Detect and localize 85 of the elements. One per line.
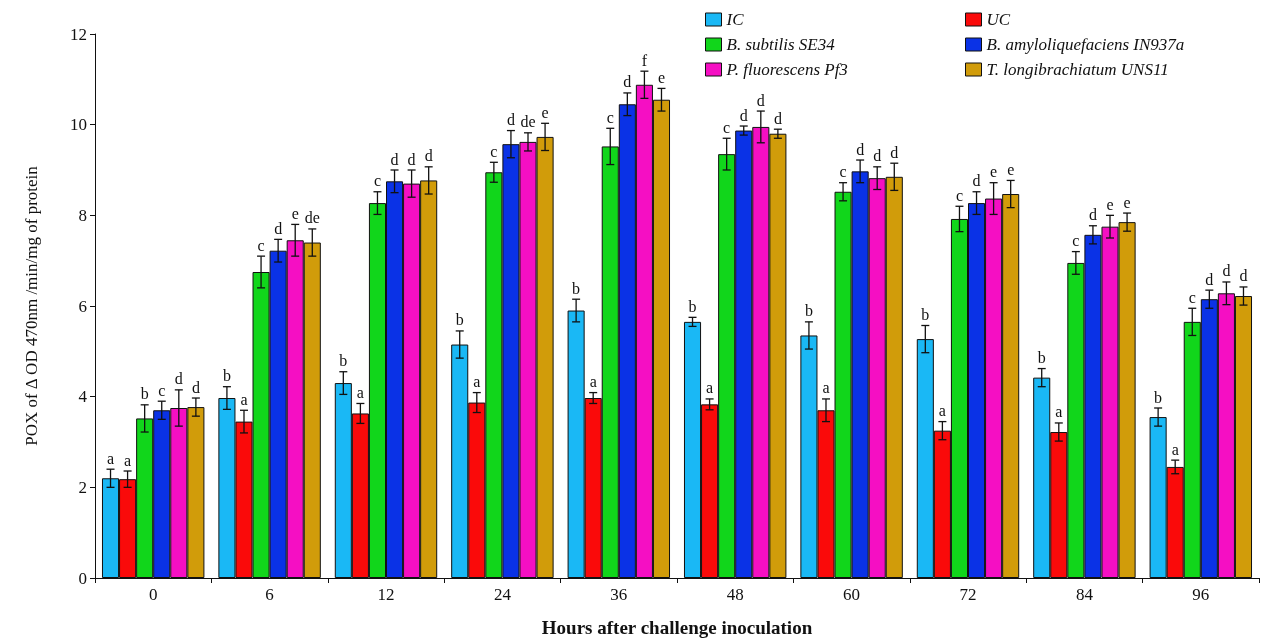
data-label: d [756, 91, 765, 109]
legend-label: B. subtilis SE34 [726, 35, 836, 54]
y-tick-label: 2 [78, 477, 87, 497]
data-label: b [804, 302, 813, 320]
data-label: b [1037, 349, 1046, 367]
data-label: a [706, 379, 714, 397]
x-tick-label: 84 [1075, 585, 1094, 604]
data-label: e [1106, 195, 1114, 213]
data-label: d [407, 150, 416, 168]
data-label: a [938, 402, 946, 420]
data-label: d [174, 370, 183, 388]
data-label: e [1007, 160, 1015, 178]
legend-label: T. longibrachiatum UNS11 [986, 60, 1169, 79]
data-label: d [390, 150, 399, 168]
data-label: d [1088, 206, 1097, 224]
data-label: d [873, 147, 882, 165]
data-label: d [424, 147, 433, 165]
data-label: c [955, 186, 964, 204]
data-label: e [657, 68, 666, 86]
data-label: c [257, 236, 265, 254]
data-label: d [274, 219, 283, 237]
data-label: a [356, 383, 364, 401]
legend-label: P. fluorescens Pf3 [725, 60, 848, 79]
x-tick-label: 72 [959, 585, 977, 604]
data-label: b [688, 297, 697, 315]
x-tick-label: 12 [377, 585, 395, 604]
data-label: de [304, 209, 320, 227]
data-label: c [373, 172, 382, 190]
data-label: b [921, 305, 930, 323]
data-label: a [822, 379, 830, 397]
data-label: d [1205, 270, 1214, 288]
data-label: f [641, 51, 648, 69]
data-label: de [520, 113, 536, 131]
data-label: a [589, 373, 597, 391]
data-label: e [990, 163, 998, 181]
data-label: d [623, 73, 632, 91]
y-tick-label: 10 [70, 115, 87, 135]
x-tick-label: 96 [1192, 585, 1210, 604]
data-label: b [222, 367, 231, 385]
legend-label: UC [986, 10, 1011, 29]
data-label: d [972, 172, 981, 190]
data-label: e [291, 204, 299, 222]
x-tick-label: 36 [610, 585, 628, 604]
data-label: a [1171, 440, 1179, 458]
x-tick-label: 6 [265, 585, 274, 604]
x-axis-title: Hours after challenge inoculation [541, 617, 813, 638]
data-label: c [1188, 288, 1196, 306]
data-label: b [572, 279, 581, 297]
data-label: c [839, 163, 847, 181]
y-tick-label: 12 [70, 24, 87, 44]
data-label: c [158, 381, 166, 399]
data-label: e [1123, 193, 1131, 211]
y-tick-label: 0 [78, 568, 87, 588]
data-label: d [191, 378, 200, 396]
data-label: a [124, 451, 132, 469]
data-label: a [1055, 403, 1063, 421]
y-tick-label: 8 [78, 205, 87, 225]
data-label: c [723, 118, 731, 136]
data-label: c [606, 108, 614, 126]
data-label: b [339, 352, 348, 370]
data-label: a [106, 449, 115, 467]
data-label: b [140, 385, 149, 403]
y-tick-label: 4 [78, 387, 88, 407]
data-label: c [1072, 232, 1080, 250]
data-label: d [890, 143, 899, 161]
y-axis-title: POX of Δ OD 470nm /min/mg of protein [22, 165, 41, 446]
data-label: b [455, 311, 464, 329]
data-label: c [490, 142, 498, 160]
data-label: a [473, 373, 481, 391]
data-label: d [856, 140, 865, 158]
x-tick-label: 24 [493, 585, 512, 604]
legend-label: B. amyloliquefaciens IN937a [986, 35, 1185, 54]
y-tick-label: 6 [78, 296, 87, 316]
data-label: a [240, 390, 248, 408]
data-label: d [506, 111, 515, 129]
legend-label: IC [725, 10, 745, 29]
data-label: e [541, 103, 549, 121]
x-tick-label: 48 [726, 585, 744, 604]
data-label: d [773, 109, 782, 127]
data-label: b [1154, 388, 1163, 406]
data-label: d [1222, 262, 1231, 280]
x-tick-label: 0 [148, 585, 158, 604]
x-tick-label: 60 [843, 585, 861, 604]
data-label: d [739, 106, 748, 124]
data-label: d [1239, 267, 1248, 285]
